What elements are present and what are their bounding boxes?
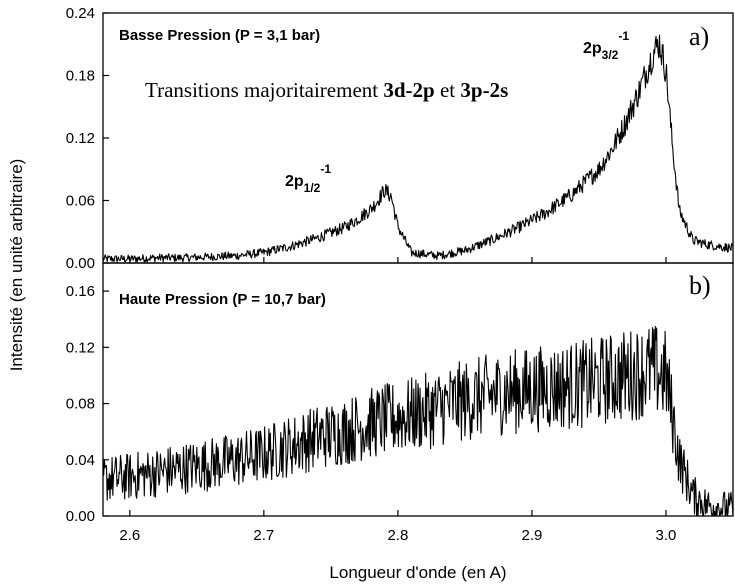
peak-label-2p32: 2p3/2 -1 [583,29,629,62]
annotation-bold-2: 3p-2s [460,78,508,102]
panel-b-series-group [102,325,734,517]
annotation-middle: et [435,78,461,102]
y-tick-label: 0.18 [66,68,95,85]
y-tick-label: 0.08 [66,396,95,413]
y-tick-label: 0.12 [66,130,95,147]
x-tick-label: 2.8 [387,527,408,544]
transitions-annotation: Transitions majoritairement 3d-2p et 3p-… [145,78,508,102]
panel-b-axes: 0.00 0.04 0.08 0.12 0.16 [66,283,109,525]
x-tick-label: 2.7 [253,527,274,544]
y-tick-label: 0.12 [66,339,95,356]
x-tick-label: 2.9 [522,527,543,544]
y-axis-title: Intensité (en unité arbitraire) [7,159,26,372]
panel-a-axes: 0.00 0.06 0.12 0.18 0.24 [66,5,109,272]
peak-label-2p12: 2p1/2 -1 [285,162,331,195]
panel-a-frame [102,12,734,264]
peak-label-2p32-sub: 3/2 [602,48,619,62]
y-tick-label: 0.00 [66,508,95,525]
y-tick-label: 0.00 [66,255,95,272]
panel-a-spectrum-line [102,34,734,263]
panel-b-spectrum-line [102,325,734,517]
y-tick-label: 0.06 [66,193,95,210]
y-tick-label: 0.04 [66,452,95,469]
y-tick-label: 0.24 [66,5,95,22]
peak-label-2p12-sub: 1/2 [304,181,321,195]
annotation-prefix: Transitions majoritairement [145,78,383,102]
peak-label-2p12-main: 2p [285,173,304,190]
panel-a-series-group [102,34,734,263]
x-axis: 2.6 2.7 2.8 2.9 3.0 [119,257,676,544]
panel-b-letter: b) [689,271,711,300]
peak-label-2p32-sup: -1 [618,29,629,43]
x-axis-title: Longueur d'onde (en A) [329,563,506,582]
annotation-bold-1: 3d-2p [383,78,434,102]
x-tick-label: 2.6 [119,527,140,544]
peak-label-2p12-sup: -1 [320,162,331,176]
panel-b-frame [102,262,734,517]
panel-a-title: Basse Pression (P = 3,1 bar) [119,27,320,44]
panel-b-title: Haute Pression (P = 10,7 bar) [119,291,326,308]
y-tick-label: 0.16 [66,283,95,300]
x-tick-label: 3.0 [656,527,677,544]
peak-label-2p32-main: 2p [583,40,602,57]
panel-a-letter: a) [689,22,709,51]
